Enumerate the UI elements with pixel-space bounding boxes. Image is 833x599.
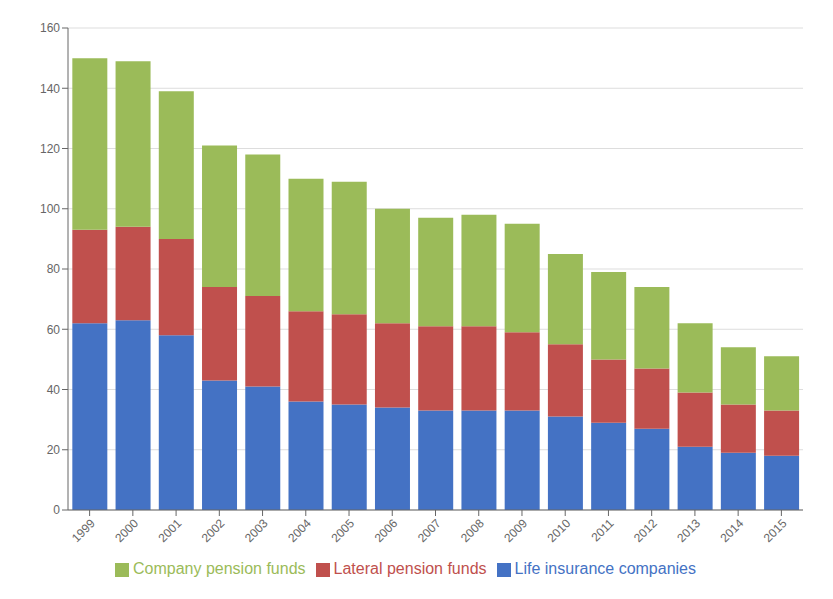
html-text:Lateral pension funds: Lateral pension funds: [333, 560, 487, 577]
svg-text:2010: 2010: [545, 516, 574, 545]
svg-text:2009: 2009: [501, 516, 530, 545]
svg-text:2000: 2000: [112, 516, 141, 545]
html-text:Company pension funds: Company pension funds: [133, 560, 306, 577]
svg-text:100: 100: [40, 202, 60, 216]
svg-text:2004: 2004: [285, 516, 314, 545]
svg-text:2015: 2015: [761, 516, 790, 545]
svg-text:2003: 2003: [242, 516, 271, 545]
svg-text:60: 60: [47, 323, 61, 337]
svg-text:2008: 2008: [458, 516, 487, 545]
svg-text:80: 80: [47, 262, 61, 276]
svg-text:140: 140: [40, 82, 60, 96]
svg-text:40: 40: [47, 383, 61, 397]
svg-text:2011: 2011: [588, 516, 616, 544]
svg-text:2014: 2014: [718, 516, 747, 545]
svg-text:0: 0: [53, 503, 60, 517]
svg-text:2006: 2006: [372, 516, 401, 545]
svg-text:1999: 1999: [69, 516, 98, 545]
svg-text:2001: 2001: [155, 516, 184, 545]
svg-text:160: 160: [40, 21, 60, 35]
svg-text:2005: 2005: [328, 516, 357, 545]
svg-text:2002: 2002: [199, 516, 228, 545]
svg-text:20: 20: [47, 443, 61, 457]
svg-text:120: 120: [40, 142, 60, 156]
html-text:Life insurance companies: Life insurance companies: [514, 560, 696, 577]
svg-text:2013: 2013: [674, 516, 703, 545]
svg-text:2012: 2012: [631, 516, 660, 545]
svg-text:2007: 2007: [415, 516, 444, 545]
